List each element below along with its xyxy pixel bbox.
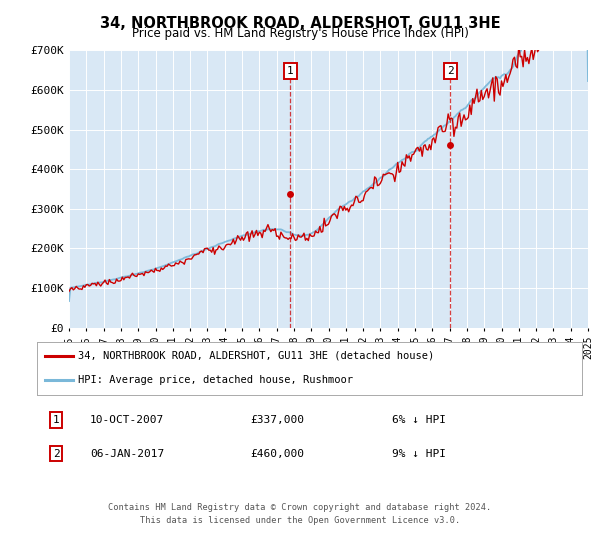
Text: £460,000: £460,000 <box>250 449 304 459</box>
Text: Contains HM Land Registry data © Crown copyright and database right 2024.: Contains HM Land Registry data © Crown c… <box>109 503 491 512</box>
Text: 06-JAN-2017: 06-JAN-2017 <box>90 449 164 459</box>
Text: 9% ↓ HPI: 9% ↓ HPI <box>392 449 446 459</box>
Text: 10-OCT-2007: 10-OCT-2007 <box>90 415 164 425</box>
Text: HPI: Average price, detached house, Rushmoor: HPI: Average price, detached house, Rush… <box>78 375 353 385</box>
Text: This data is licensed under the Open Government Licence v3.0.: This data is licensed under the Open Gov… <box>140 516 460 525</box>
Text: 34, NORTHBROOK ROAD, ALDERSHOT, GU11 3HE: 34, NORTHBROOK ROAD, ALDERSHOT, GU11 3HE <box>100 16 500 31</box>
Text: 6% ↓ HPI: 6% ↓ HPI <box>392 415 446 425</box>
Text: 1: 1 <box>53 415 59 425</box>
Text: 34, NORTHBROOK ROAD, ALDERSHOT, GU11 3HE (detached house): 34, NORTHBROOK ROAD, ALDERSHOT, GU11 3HE… <box>78 351 434 361</box>
Text: £337,000: £337,000 <box>250 415 304 425</box>
Text: 2: 2 <box>53 449 59 459</box>
Text: 1: 1 <box>287 66 293 76</box>
Text: 2: 2 <box>447 66 454 76</box>
Text: Price paid vs. HM Land Registry's House Price Index (HPI): Price paid vs. HM Land Registry's House … <box>131 27 469 40</box>
